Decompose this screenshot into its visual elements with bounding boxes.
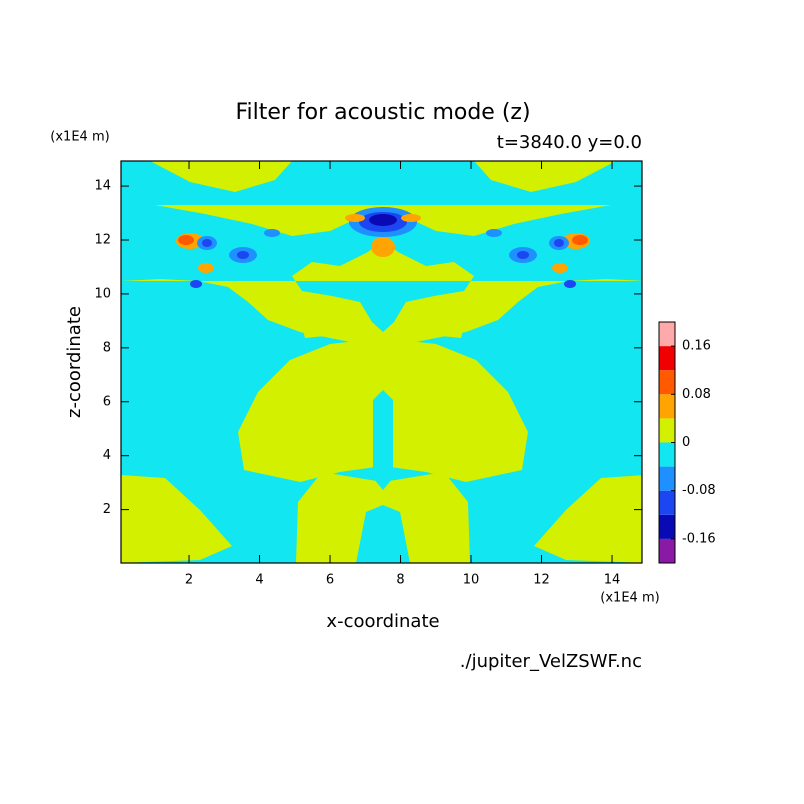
contour-region [431, 318, 466, 338]
colorbar-band [659, 466, 675, 491]
contour-region [486, 332, 516, 358]
colorbar-band [659, 514, 675, 539]
contour-region [237, 251, 249, 259]
contour-region [345, 214, 365, 222]
contour-region [178, 235, 194, 245]
contour-region [564, 280, 576, 288]
y-unit: (x1E4 m) [50, 130, 109, 145]
colorbar-band [659, 418, 675, 443]
x-tick-label: 14 [604, 573, 621, 588]
contour-region [369, 214, 397, 226]
contour-region [373, 390, 393, 490]
colorbar-band [659, 442, 675, 467]
contour-region [572, 235, 588, 245]
x-tick-label: 10 [463, 573, 480, 588]
contour-region [121, 205, 642, 352]
chart-title: Filter for acoustic mode (z) [235, 100, 530, 125]
colorbar-band [659, 394, 675, 419]
y-tick-label: 12 [94, 232, 111, 247]
contour-region [534, 475, 642, 563]
contour-region [198, 263, 214, 273]
contour-region [121, 475, 232, 563]
y-tick-label: 8 [103, 340, 111, 355]
contour-region [356, 505, 410, 563]
x-unit: (x1E4 m) [600, 591, 659, 606]
source-file: ./jupiter_VelZSWF.nc [460, 651, 642, 672]
contour-region [190, 280, 202, 288]
y-tick-label: 2 [103, 502, 111, 517]
y-tick-label: 4 [103, 448, 111, 463]
contour-region [517, 251, 529, 259]
contour-region [401, 214, 421, 222]
x-tick-label: 4 [255, 573, 263, 588]
x-tick-label: 2 [185, 573, 193, 588]
plot-frame [120, 160, 643, 564]
y-tick-label: 14 [94, 179, 111, 194]
x-tick-label: 6 [326, 573, 334, 588]
contour-region [371, 237, 395, 257]
y-axis-label: z-coordinate [64, 306, 85, 418]
contour-region [554, 239, 564, 247]
contour-region [250, 332, 280, 358]
contour-region [486, 229, 502, 237]
contour-region [150, 161, 292, 192]
colorbar-tick-label: 0.16 [682, 339, 711, 354]
colorbar-tick-label: -0.08 [682, 483, 716, 498]
colorbar-tick-label: -0.16 [682, 531, 716, 546]
contour-region [202, 239, 212, 247]
colorbar-band [659, 538, 675, 563]
y-tick-label: 10 [94, 286, 111, 301]
y-tick-label: 6 [103, 394, 111, 409]
contour-region [264, 229, 280, 237]
colorbar-band [659, 370, 675, 395]
x-axis-label: x-coordinate [326, 611, 439, 632]
colorbar-tick-label: 0 [682, 435, 690, 450]
chart-subtitle: t=3840.0 y=0.0 [497, 132, 642, 153]
x-tick-label: 8 [396, 573, 404, 588]
x-tick-label: 12 [533, 573, 550, 588]
contour-region [474, 161, 616, 192]
colorbar-tick-label: 0.08 [682, 387, 711, 402]
contour-field [121, 161, 642, 563]
contour-region [300, 318, 335, 338]
colorbar-band [659, 346, 675, 371]
colorbar-band [659, 490, 675, 515]
contour-region [552, 263, 568, 273]
colorbar-band [659, 322, 675, 347]
